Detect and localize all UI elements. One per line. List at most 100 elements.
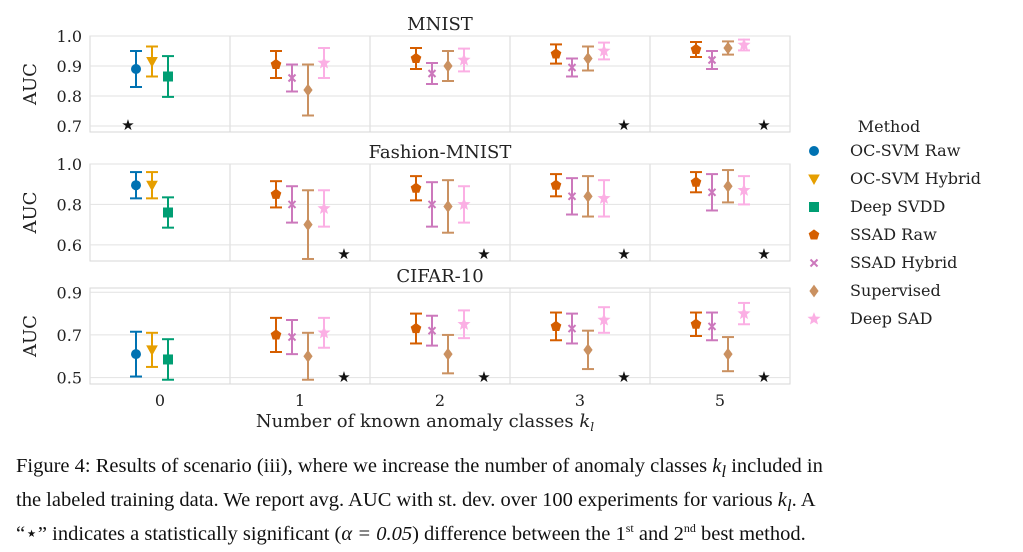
marker-oc-svm-hybrid — [146, 57, 158, 68]
marker-ssad-hybrid — [427, 69, 437, 78]
errorbar-ssad-raw — [270, 180, 282, 209]
figure-chart: 0.7 0.8 0.9 1.0 MNIST AUC ★ ★ ★ 0.6 0.8 1.0 Fashion-… — [20, 14, 981, 434]
marker-ssad-raw — [270, 58, 282, 70]
panel-title: Fashion-MNIST — [369, 142, 512, 163]
marker-supervised — [443, 59, 453, 73]
errorbar-deep-sad — [597, 41, 611, 61]
figure-caption: Figure 4: Results of scenario (iii), whe… — [16, 452, 1011, 548]
x-tick-label: 3 — [575, 391, 585, 410]
panel-mnist: 0.7 0.8 0.9 1.0 MNIST AUC ★ ★ ★ — [20, 14, 791, 136]
significance-star: ★ — [337, 245, 350, 263]
marker-deep-sad — [317, 325, 331, 339]
marker-ssad-raw — [410, 52, 422, 64]
errorbar-ssad-hybrid — [286, 185, 298, 224]
marker-ssad-hybrid — [427, 326, 437, 335]
legend-title: Method — [858, 117, 920, 136]
legend-items: OC-SVM Raw OC-SVM Hybrid Deep SVDD SSAD Raw… — [807, 141, 981, 328]
marker-deep-sad — [317, 56, 331, 69]
marker-supervised — [303, 83, 313, 97]
errorbar-ssad-raw — [690, 171, 702, 194]
errorbar-ssad-raw — [550, 173, 562, 198]
marker-deep-sad — [457, 53, 471, 66]
marker-supervised — [583, 343, 593, 357]
marker-deep-sad — [597, 313, 611, 326]
marker-supervised — [303, 349, 313, 363]
errorbar-ssad-hybrid — [426, 314, 438, 347]
errorbar-ssad-raw — [410, 312, 422, 345]
marker-ssad-raw — [270, 329, 282, 340]
significance-star: ★ — [337, 368, 350, 386]
legend-label: SSAD Raw — [850, 225, 937, 244]
errorbar-supervised — [442, 50, 454, 82]
errorbar-supervised — [582, 175, 594, 218]
errorbar-ssad-hybrid — [566, 177, 578, 216]
legend-item-oc-svm-raw: OC-SVM Raw — [809, 141, 961, 160]
y-tick-label: 1.0 — [57, 155, 82, 174]
marker-supervised — [303, 218, 313, 231]
errorbar-supervised — [302, 331, 314, 381]
x-tick-label: 5 — [715, 391, 725, 410]
errorbar-supervised — [722, 40, 734, 56]
legend-marker-deep-sad — [807, 312, 821, 325]
caption-line-1: Figure 4: Results of scenario (iii), whe… — [16, 455, 823, 482]
significance-star: ★ — [477, 245, 490, 263]
legend-marker-oc-svm-hybrid — [808, 174, 820, 186]
errorbar-deep-sad — [457, 185, 471, 224]
significance-star: ★ — [617, 116, 630, 134]
errorbar-deep-sad — [737, 38, 751, 52]
panel-cifar-10: 0.5 0.7 0.9 CIFAR-10 AUC ★ ★ ★ ★ 0 1 2 3 5 — [20, 266, 791, 410]
legend-marker-oc-svm-raw — [809, 146, 819, 156]
significance-star: ★ — [757, 116, 770, 134]
panel-title: MNIST — [407, 14, 473, 35]
marker-supervised — [723, 41, 733, 55]
legend-item-ssad-raw: SSAD Raw — [808, 225, 937, 244]
errorbar-ssad-hybrid — [286, 63, 298, 93]
errorbar-ssad-raw — [550, 311, 562, 342]
errorbar-deep-sad — [597, 306, 611, 334]
errorbar-deep-sad — [597, 179, 611, 218]
marker-deep-sad — [457, 317, 471, 330]
errorbar-ssad-hybrid — [566, 312, 578, 345]
panel-title: CIFAR-10 — [396, 266, 483, 287]
marker-ssad-raw — [690, 43, 702, 55]
marker-ssad-raw — [270, 188, 282, 199]
legend-label: Deep SAD — [850, 309, 932, 328]
marker-deep-sad — [597, 44, 611, 57]
legend-item-deep-sad: Deep SAD — [807, 309, 932, 328]
marker-deep-svdd — [163, 207, 173, 218]
errorbar-deep-sad — [457, 309, 471, 340]
errorbar-ssad-raw — [550, 43, 562, 65]
errorbar-deep-sad — [317, 316, 331, 349]
errorbar-deep-sad — [737, 301, 751, 326]
plot-area — [89, 35, 791, 133]
errorbar-ssad-raw — [690, 311, 702, 337]
y-tick-label: 0.9 — [57, 57, 82, 76]
errorbar-supervised — [582, 329, 594, 371]
marker-ssad-hybrid — [287, 332, 297, 342]
legend-label: Deep SVDD — [850, 197, 945, 216]
marker-supervised — [443, 200, 453, 213]
errorbar-ssad-raw — [270, 50, 282, 79]
legend-marker-ssad-hybrid — [809, 258, 819, 268]
caption-line-2: the labeled training data. We report avg… — [16, 489, 816, 516]
marker-deep-sad — [737, 38, 751, 51]
errorbar-ssad-hybrid — [426, 62, 438, 85]
y-tick-label: 0.8 — [57, 87, 82, 106]
legend-label: Supervised — [850, 281, 941, 300]
plot-area — [89, 163, 791, 262]
marker-ssad-hybrid — [567, 63, 577, 72]
errorbar-oc-svm-raw — [130, 330, 142, 378]
errorbar-ssad-raw — [270, 316, 282, 353]
significance-star: ★ — [757, 368, 770, 386]
errorbar-supervised — [442, 333, 454, 375]
marker-deep-svdd — [163, 71, 173, 82]
errorbar-oc-svm-hybrid — [146, 171, 158, 200]
legend: Method OC-SVM Raw OC-SVM Hybrid Deep SVDD S… — [807, 117, 981, 328]
caption-line-3: “⋆” indicates a statistically significan… — [16, 521, 806, 546]
legend-item-oc-svm-hybrid: OC-SVM Hybrid — [808, 169, 981, 188]
marker-ssad-raw — [550, 48, 562, 59]
x-tick-label: 0 — [155, 391, 165, 410]
errorbar-deep-sad — [317, 189, 331, 228]
legend-marker-deep-svdd — [809, 202, 819, 212]
y-axis-label: AUC — [20, 63, 41, 106]
